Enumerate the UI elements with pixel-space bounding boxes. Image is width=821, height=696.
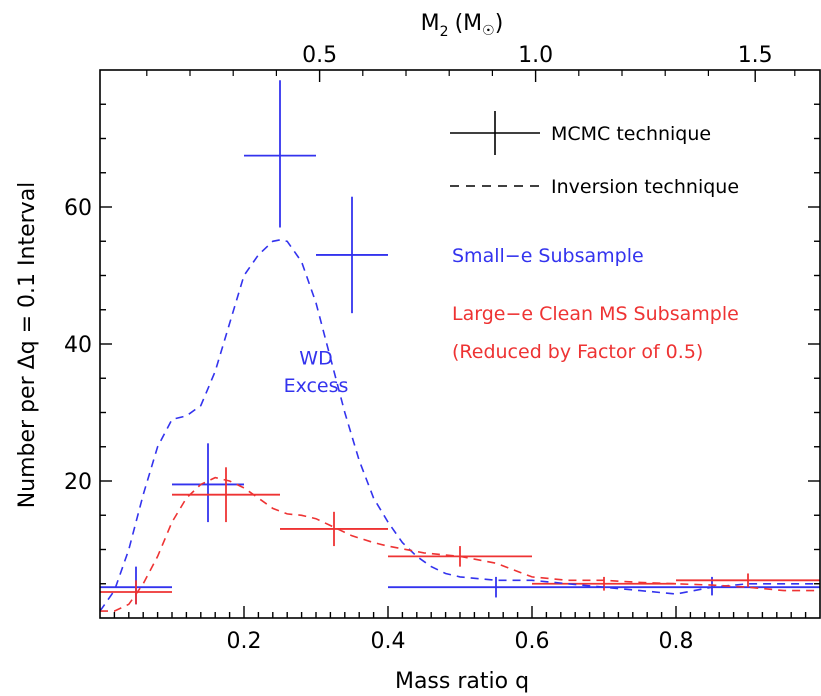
top-axis-label-unit: (M bbox=[455, 11, 483, 36]
y-axis-label: Number per Δq = 0.1 Interval bbox=[15, 182, 40, 509]
x-tick-label: 0.4 bbox=[371, 629, 406, 654]
inversion-curve bbox=[99, 239, 820, 612]
annotation-layer: WD Excess bbox=[284, 348, 349, 397]
legend-inversion-label: Inversion technique bbox=[551, 176, 739, 198]
legend-layer: MCMC technique Inversion technique Small… bbox=[450, 111, 739, 363]
legend-large-e-label-2: (Reduced by Factor of 0.5) bbox=[452, 341, 703, 363]
y-tick-label: 20 bbox=[64, 470, 92, 495]
y-tick-label: 60 bbox=[64, 196, 92, 221]
legend-mcmc-label: MCMC technique bbox=[551, 123, 711, 145]
sun-symbol-icon: ☉ bbox=[482, 23, 495, 39]
top-axis-label: M2 (M☉) bbox=[421, 11, 504, 40]
inversion-curves-layer bbox=[99, 239, 820, 612]
wd-excess-annotation-line1: WD bbox=[299, 348, 332, 370]
axis-labels-layer: Mass ratio q Number per Δq = 0.1 Interva… bbox=[15, 11, 529, 694]
top-axis-label-unit-close: ) bbox=[495, 11, 504, 36]
error-bars-layer bbox=[100, 80, 820, 605]
top-tick-label: 1.5 bbox=[738, 43, 773, 68]
x-tick-label: 0.2 bbox=[227, 629, 262, 654]
top-axis-label-sub: 2 bbox=[440, 24, 449, 40]
x-tick-label: 0.6 bbox=[515, 629, 550, 654]
wd-excess-annotation-line2: Excess bbox=[284, 375, 349, 397]
y-tick-label: 40 bbox=[64, 333, 92, 358]
top-axis-label-main: M bbox=[421, 11, 440, 36]
x-axis-label: Mass ratio q bbox=[395, 669, 529, 694]
top-tick-label: 0.5 bbox=[302, 43, 337, 68]
legend-large-e-label-1: Large−e Clean MS Subsample bbox=[452, 303, 739, 325]
axes-layer: 0.2 0.4 0.6 0.8 20 40 60 0.5 1.0 1.5 bbox=[64, 43, 821, 654]
x-tick-label: 0.8 bbox=[659, 629, 694, 654]
top-tick-label: 1.0 bbox=[518, 43, 553, 68]
legend-small-e-label: Small−e Subsample bbox=[452, 245, 644, 267]
inversion-curve bbox=[100, 476, 820, 612]
